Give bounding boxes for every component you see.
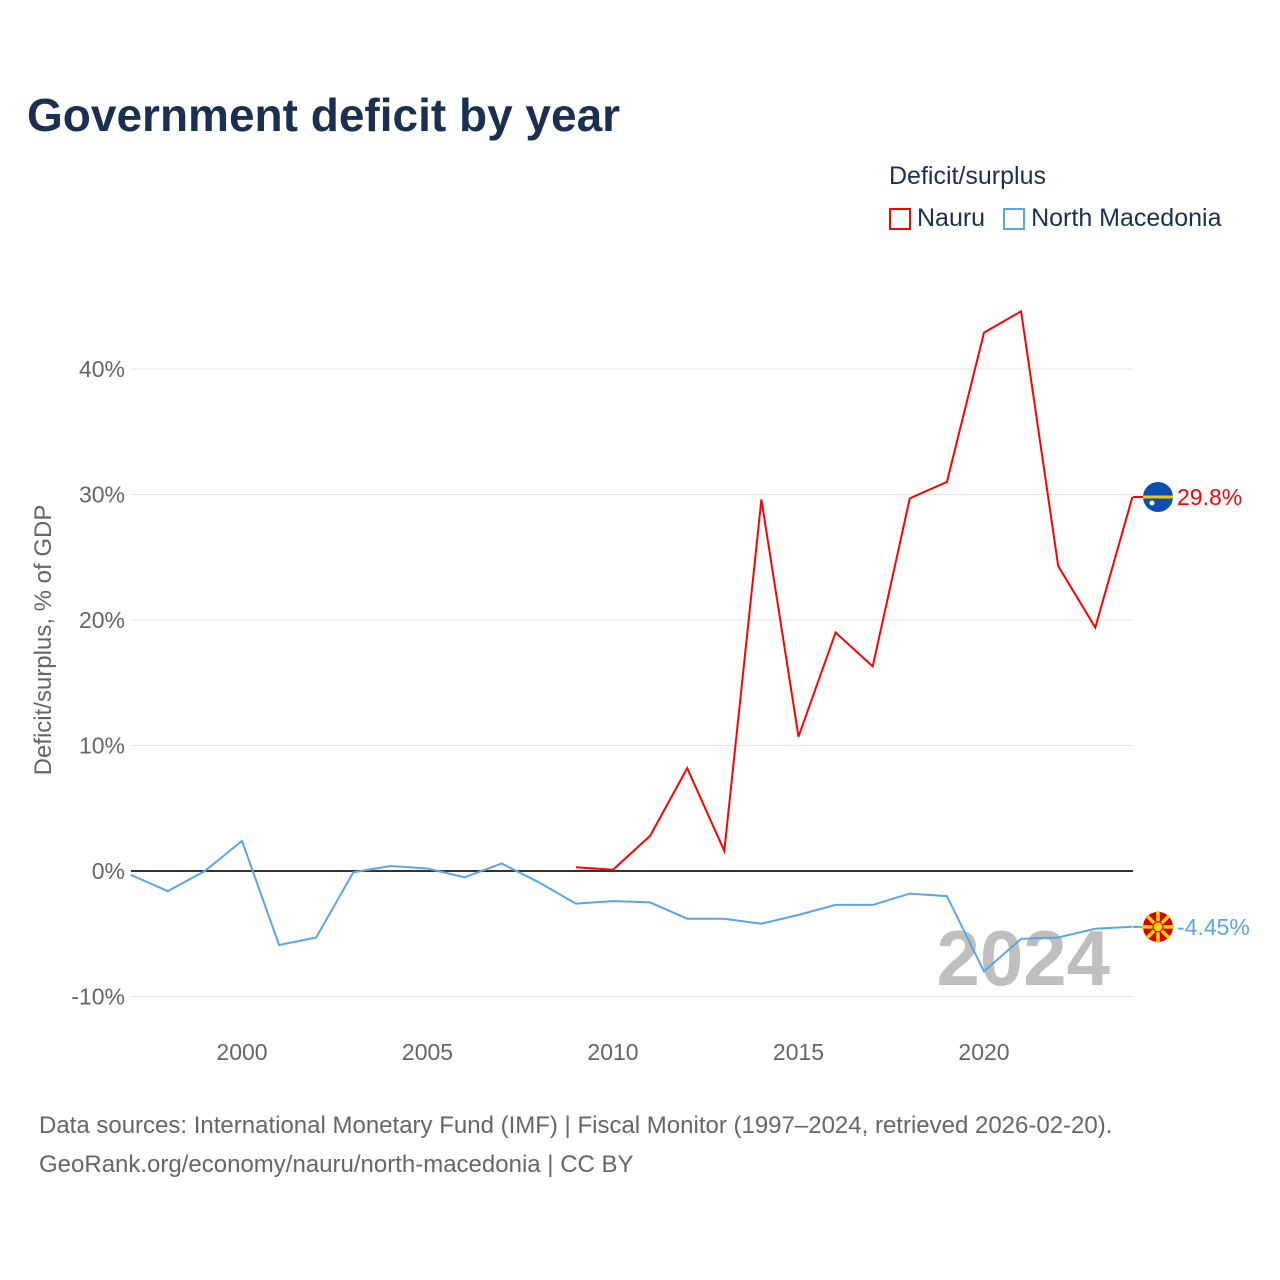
y-axis-label: Deficit/surplus, % of GDP	[30, 505, 57, 776]
x-tick-label: 2010	[587, 1039, 638, 1065]
legend-item-north-macedonia[interactable]: North Macedonia	[1003, 204, 1221, 233]
x-tick-label: 2005	[402, 1039, 453, 1065]
legend-swatch-nauru	[889, 207, 911, 230]
data-point	[1018, 308, 1024, 314]
legend-label: Nauru	[917, 204, 986, 232]
data-point	[721, 916, 727, 922]
data-point	[1055, 935, 1061, 941]
data-point	[610, 898, 616, 904]
data-point	[202, 868, 208, 874]
data-point	[981, 330, 987, 336]
data-point	[1055, 563, 1061, 569]
data-point	[796, 912, 802, 918]
y-tick-label: 30%	[79, 482, 125, 508]
data-point	[536, 879, 542, 885]
data-point	[647, 899, 653, 905]
data-point	[981, 968, 987, 974]
data-point	[499, 860, 505, 866]
y-tick-label: -10%	[71, 984, 125, 1010]
series-line-north-macedonia	[130, 839, 1133, 974]
series-line-nauru	[575, 309, 1134, 871]
data-point	[276, 942, 282, 948]
legend-title: Deficit/surplus	[889, 162, 1046, 190]
data-point	[944, 479, 950, 485]
data-point	[647, 833, 653, 839]
y-tick-label: 20%	[79, 607, 125, 633]
data-point	[128, 872, 134, 878]
x-tick-label: 2000	[216, 1039, 267, 1065]
data-point	[907, 495, 913, 501]
data-point	[684, 916, 690, 922]
data-point	[313, 935, 319, 941]
legend-label: North Macedonia	[1031, 204, 1222, 232]
legend: Nauru North Macedonia	[889, 204, 1221, 233]
data-point	[944, 893, 950, 899]
data-point	[758, 921, 764, 927]
data-point	[684, 765, 690, 771]
data-point	[833, 630, 839, 636]
source-note: Data sources: International Monetary Fun…	[39, 1106, 1112, 1184]
data-point	[870, 663, 876, 669]
year-watermark: 2024	[936, 914, 1110, 1002]
y-tick-label: 40%	[79, 356, 125, 382]
data-point	[573, 864, 579, 870]
data-point	[796, 734, 802, 740]
data-point	[870, 902, 876, 908]
end-value-label: -4.45%	[1177, 914, 1250, 940]
legend-swatch-north-macedonia	[1003, 207, 1026, 230]
chart-title: Government deficit by year	[27, 89, 621, 141]
data-point	[165, 888, 171, 894]
data-point	[833, 902, 839, 908]
data-point	[239, 838, 245, 844]
data-point	[721, 848, 727, 854]
data-point	[573, 901, 579, 907]
data-point	[1018, 936, 1024, 942]
data-point	[1092, 625, 1098, 631]
x-tick-label: 2020	[958, 1039, 1009, 1065]
data-point	[907, 891, 913, 897]
north-macedonia-flag-icon	[1142, 910, 1174, 943]
end-value-label: 29.8%	[1177, 484, 1242, 510]
nauru-flag-icon	[1143, 482, 1173, 513]
data-point	[387, 863, 393, 869]
source-line-2[interactable]: GeoRank.org/economy/nauru/north-macedoni…	[39, 1151, 634, 1178]
data-point	[462, 874, 468, 880]
data-point	[758, 497, 764, 503]
data-point	[1092, 926, 1098, 932]
legend-item-nauru[interactable]: Nauru	[889, 204, 985, 233]
source-line-1: Data sources: International Monetary Fun…	[39, 1112, 1113, 1139]
data-point	[425, 865, 431, 871]
y-tick-label: 10%	[79, 733, 125, 759]
y-tick-label: 0%	[92, 858, 125, 884]
data-point	[350, 869, 356, 875]
x-tick-label: 2015	[773, 1039, 824, 1065]
data-point	[610, 867, 616, 873]
